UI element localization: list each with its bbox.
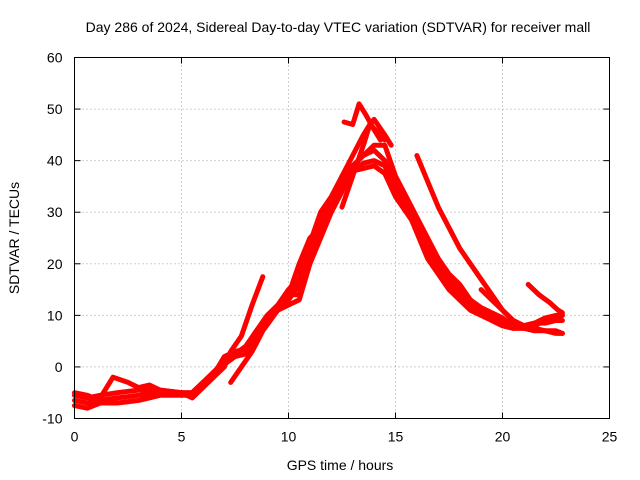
x-tick-label: 5	[178, 429, 186, 445]
plot-frame	[74, 57, 610, 419]
y-tick-label: 0	[55, 359, 63, 375]
y-tick-label: 40	[47, 153, 63, 169]
y-tick-label: 20	[47, 256, 63, 272]
data-series	[72, 101, 565, 411]
chart-title: Day 286 of 2024, Sidereal Day-to-day VTE…	[86, 19, 591, 35]
axis-ticks: 0 5 10 15 20 25 -10 0 10 20 30 40 50 60	[42, 50, 617, 445]
series-track-10	[478, 287, 527, 329]
series-track-9	[414, 153, 565, 329]
grid-lines	[74, 57, 610, 419]
x-axis-title: GPS time / hours	[287, 457, 394, 473]
x-tick-label: 20	[495, 429, 511, 445]
series-track-3	[72, 274, 266, 406]
series-track-1	[72, 147, 565, 401]
x-tick-label: 0	[71, 429, 79, 445]
series-track-2	[72, 158, 565, 411]
series-track-4	[72, 163, 565, 403]
series-track-11	[525, 281, 565, 316]
y-axis-title: SDTVAR / TECUs	[6, 182, 22, 294]
y-tick-label: 30	[47, 204, 63, 220]
y-tick-label: 60	[47, 50, 63, 66]
y-tick-label: 10	[47, 307, 63, 323]
y-tick-label: -10	[42, 411, 62, 427]
series-track-5	[228, 142, 565, 385]
x-tick-label: 25	[602, 429, 618, 445]
x-tick-label: 15	[388, 429, 404, 445]
x-tick-label: 10	[281, 429, 297, 445]
y-tick-label: 50	[47, 101, 63, 117]
series-track-8	[341, 101, 383, 143]
